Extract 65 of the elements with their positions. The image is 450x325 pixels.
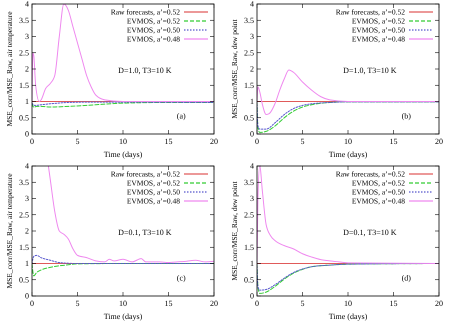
- y-tick-label: 1.5: [19, 242, 29, 252]
- y-tick-label: 0.5: [19, 113, 29, 122]
- y-tick-label: 0: [250, 130, 254, 139]
- y-tick-label: 2: [25, 64, 29, 74]
- y-tick-label: 3.5: [19, 16, 29, 25]
- y-tick-label: 2: [250, 226, 254, 236]
- annotation: (b): [402, 111, 412, 120]
- x-axis-title: Time (days): [328, 312, 368, 321]
- x-tick-label: 10: [119, 299, 127, 308]
- annotation: D=0.1, T3=10 K: [343, 228, 397, 237]
- y-tick-label: 2.5: [19, 48, 29, 58]
- y-tick-label: 4: [25, 0, 29, 9]
- x-axis-title: Time (days): [328, 150, 368, 159]
- x-tick-label: 15: [164, 299, 172, 308]
- x-tick-label: 5: [76, 299, 80, 308]
- y-tick-label: 4: [25, 162, 29, 171]
- x-tick-label: 10: [344, 299, 352, 308]
- x-tick-label: 20: [210, 299, 218, 308]
- x-tick-label: 15: [390, 137, 398, 146]
- x-axis-title: Time (days): [104, 150, 143, 159]
- y-tick-label: 1: [25, 97, 29, 106]
- y-tick-label: 3: [250, 194, 254, 204]
- y-tick-label: 1: [250, 259, 254, 268]
- annotation: D=0.1, T3=10 K: [118, 228, 172, 237]
- y-tick-label: 1.5: [19, 80, 29, 90]
- y-tick-label: 0.5: [19, 275, 29, 284]
- x-tick-label: 10: [344, 137, 352, 146]
- y-tick-label: 2.5: [244, 48, 254, 58]
- annotation: D=1.0, T3=10 K: [343, 66, 397, 75]
- x-tick-label: 20: [435, 299, 443, 308]
- y-tick-label: 0.5: [244, 275, 254, 284]
- annotation: (c): [176, 273, 186, 282]
- y-tick-label: 3.5: [244, 16, 254, 25]
- x-axis-title: Time (days): [104, 312, 143, 321]
- y-tick-label: 3.5: [244, 178, 254, 187]
- y-tick-label: 2: [250, 64, 254, 74]
- line-series: [48, 166, 214, 264]
- y-tick-label: 0.5: [244, 113, 254, 122]
- y-tick-label: 3: [25, 32, 29, 42]
- y-tick-label: 0: [25, 292, 29, 301]
- y-tick-label: 3: [250, 32, 254, 42]
- y-tick-label: 0: [25, 130, 29, 139]
- x-tick-label: 15: [164, 137, 172, 146]
- x-tick-label: 5: [76, 137, 80, 146]
- x-tick-label: 5: [300, 299, 304, 308]
- y-tick-label: 4: [250, 162, 254, 171]
- y-tick-label: 3.5: [19, 178, 29, 187]
- y-tick-label: 1.5: [244, 242, 254, 252]
- x-tick-label: 10: [119, 137, 127, 146]
- x-tick-label: 5: [300, 137, 304, 146]
- x-tick-label: 20: [210, 137, 218, 146]
- annotation: D=1.0, T3=10 K: [118, 66, 172, 75]
- y-tick-label: 4: [250, 0, 254, 9]
- y-tick-label: 1: [25, 259, 29, 268]
- y-tick-label: 1: [250, 97, 254, 106]
- y-tick-label: 1.5: [244, 80, 254, 90]
- annotation: (d): [402, 273, 412, 282]
- y-tick-label: 2: [25, 226, 29, 236]
- y-tick-label: 2.5: [244, 210, 254, 220]
- x-tick-label: 15: [390, 299, 398, 308]
- y-tick-label: 3: [25, 194, 29, 204]
- annotation: (a): [176, 111, 186, 120]
- y-tick-label: 0: [250, 292, 254, 301]
- y-tick-label: 2.5: [19, 210, 29, 220]
- x-tick-label: 20: [435, 137, 443, 146]
